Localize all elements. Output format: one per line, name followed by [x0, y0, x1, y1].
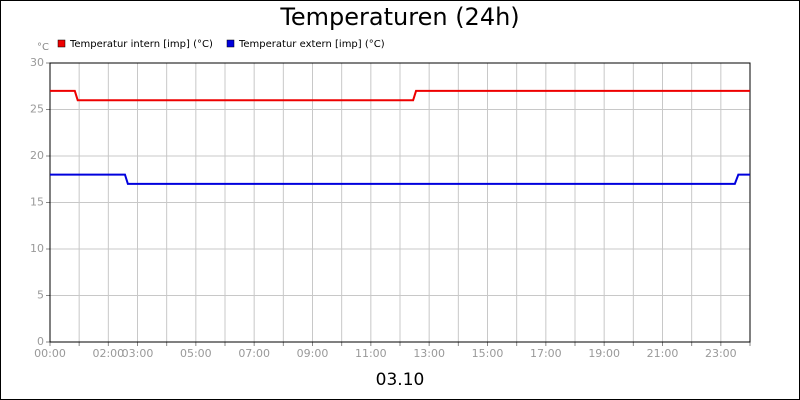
x-tick-label: 19:00 — [588, 347, 620, 360]
y-tick-label: 5 — [37, 289, 44, 302]
legend-label: Temperatur intern [imp] (°C) — [69, 39, 213, 50]
plot-border — [49, 62, 751, 343]
x-tick-label: 13:00 — [413, 347, 445, 360]
date-label: 03.10 — [376, 370, 425, 390]
x-tick-label: 07:00 — [238, 347, 270, 360]
series-line — [50, 173, 750, 185]
x-tick-label: 05:00 — [180, 347, 212, 360]
series-line — [50, 89, 750, 102]
x-tick-label: 02:00 — [92, 347, 124, 360]
x-tick-label: 21:00 — [647, 347, 679, 360]
x-tick-label: 03:00 — [122, 347, 154, 360]
x-tick-label: 17:00 — [530, 347, 562, 360]
y-tick-label: 0 — [37, 335, 44, 348]
y-unit: °C — [37, 42, 49, 53]
y-tick-label: 30 — [30, 56, 44, 69]
x-tick-label: 00:00 — [34, 347, 66, 360]
legend-label: Temperatur extern [imp] (°C) — [238, 39, 385, 50]
y-tick-label: 20 — [30, 149, 44, 162]
chart-title: Temperaturen (24h) — [279, 3, 519, 31]
y-tick-label: 25 — [30, 103, 44, 116]
legend-swatch — [226, 39, 235, 48]
x-tick-label: 15:00 — [472, 347, 504, 360]
y-tick-label: 10 — [30, 242, 44, 255]
y-tick-label: 15 — [30, 196, 44, 209]
x-tick-label: 11:00 — [355, 347, 387, 360]
x-tick-label: 09:00 — [297, 347, 329, 360]
x-tick-label: 23:00 — [705, 347, 737, 360]
legend-swatch — [57, 39, 66, 48]
